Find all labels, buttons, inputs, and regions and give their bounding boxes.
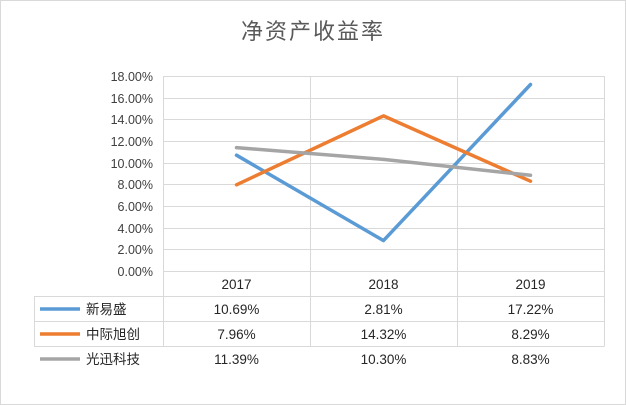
data-label: 8.83% xyxy=(511,352,549,367)
y-tick-label: 14.00% xyxy=(111,113,153,127)
y-tick-label: 12.00% xyxy=(111,135,153,149)
data-label: 2.81% xyxy=(364,302,402,317)
data-label: 11.39% xyxy=(214,352,259,367)
legend-label: 新易盛 xyxy=(86,302,127,318)
chart-title: 净资产收益率 xyxy=(240,20,385,45)
legend-label: 光迅科技 xyxy=(86,352,140,368)
series-line xyxy=(234,145,533,178)
data-label: 10.30% xyxy=(361,352,407,367)
y-tick-label: 16.00% xyxy=(111,92,153,106)
data-label: 10.69% xyxy=(214,302,260,317)
y-tick-label: 10.00% xyxy=(111,157,153,171)
data-label: 7.96% xyxy=(217,327,255,342)
series-line xyxy=(234,114,533,187)
y-tick-label: 0.00% xyxy=(118,265,153,279)
y-tick-label: 8.00% xyxy=(118,178,153,192)
y-tick-label: 18.00% xyxy=(111,70,153,84)
y-tick-label: 6.00% xyxy=(118,200,153,214)
series-line xyxy=(234,82,533,243)
data-label: 8.29% xyxy=(511,327,549,342)
x-tick-label: 2019 xyxy=(515,277,545,292)
y-tick-label: 4.00% xyxy=(118,222,153,236)
x-tick-label: 2018 xyxy=(368,277,398,292)
y-tick-label: 2.00% xyxy=(118,243,153,257)
data-label: 17.22% xyxy=(508,302,554,317)
x-tick-label: 2017 xyxy=(221,277,251,292)
legend-label: 中际旭创 xyxy=(86,327,140,343)
data-label: 14.32% xyxy=(361,327,407,342)
